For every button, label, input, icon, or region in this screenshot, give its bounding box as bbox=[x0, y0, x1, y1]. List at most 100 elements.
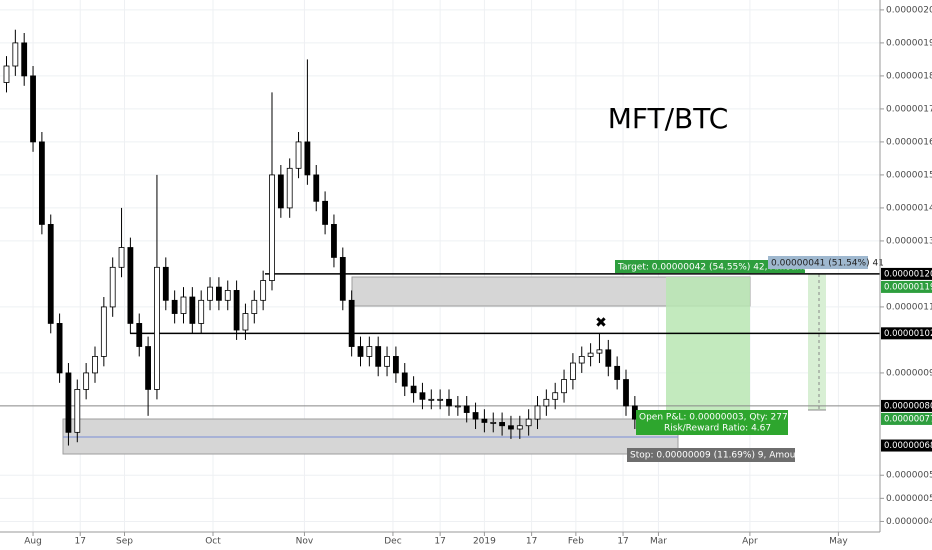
candle-body bbox=[251, 299, 258, 314]
drawings bbox=[62, 274, 826, 455]
candle-body bbox=[605, 349, 612, 367]
price-label-box bbox=[881, 267, 932, 280]
price-label: 0.00000120 bbox=[884, 269, 932, 279]
x-tick-label: 2019 bbox=[473, 537, 496, 547]
candle-body bbox=[384, 356, 390, 367]
candle-body bbox=[508, 425, 514, 430]
x-tick-label: 17 bbox=[75, 537, 86, 547]
pnl-box bbox=[636, 410, 788, 435]
candle-body bbox=[366, 346, 373, 357]
candle-body bbox=[437, 398, 444, 401]
candle-body bbox=[21, 42, 28, 77]
candle-body bbox=[189, 296, 196, 324]
candle-body bbox=[392, 356, 399, 374]
candle-body bbox=[578, 356, 585, 364]
candle-body bbox=[47, 224, 54, 324]
candle-body bbox=[614, 365, 621, 380]
candle-body bbox=[490, 422, 497, 424]
candle-body bbox=[198, 299, 205, 324]
candle-body bbox=[127, 247, 134, 324]
chart-title: MFT/BTC bbox=[608, 102, 729, 135]
price-label-box bbox=[881, 280, 932, 293]
y-tick-label: 0.00000052 bbox=[886, 494, 932, 504]
y-tick-label: 0.00000045 bbox=[886, 517, 932, 527]
candle-body bbox=[304, 141, 311, 176]
candle-body bbox=[100, 306, 107, 357]
candle-body bbox=[38, 141, 45, 225]
x-tick-label: 17 bbox=[617, 537, 628, 547]
candle-body bbox=[207, 286, 213, 301]
candle-body bbox=[154, 266, 160, 390]
candle-body bbox=[322, 200, 328, 225]
candle-body bbox=[162, 266, 169, 301]
candle-body bbox=[623, 379, 629, 407]
x-tick-label: Sep bbox=[116, 537, 133, 547]
candle-body bbox=[446, 398, 452, 407]
candle-body bbox=[525, 418, 532, 427]
candle-body bbox=[472, 412, 479, 420]
price-label-box bbox=[881, 399, 932, 412]
candle-body bbox=[242, 313, 249, 331]
candle-body bbox=[419, 392, 426, 400]
candle-body bbox=[171, 299, 178, 314]
x-tick-label: Mar bbox=[650, 537, 667, 547]
candle-body bbox=[118, 247, 125, 268]
profit-zone bbox=[666, 277, 750, 420]
price-label: 0.00000102 bbox=[884, 329, 932, 339]
x-tick-label: Feb bbox=[568, 537, 584, 547]
candle-body bbox=[109, 266, 116, 308]
price-label: 0.00000077 bbox=[884, 414, 932, 424]
y-tick-label: 0.00000059 bbox=[886, 471, 932, 481]
candle-body bbox=[30, 75, 36, 143]
price-label-box bbox=[881, 439, 932, 452]
candle-body bbox=[516, 425, 523, 430]
price-label-box bbox=[881, 327, 932, 340]
candle-body bbox=[596, 349, 603, 354]
candle-body bbox=[136, 323, 143, 347]
x-tick-label: 17 bbox=[526, 537, 537, 547]
candle-body bbox=[552, 392, 559, 400]
candle-body bbox=[145, 346, 151, 390]
candle-body bbox=[3, 65, 10, 83]
candle-body bbox=[481, 418, 488, 423]
candle-body bbox=[463, 405, 470, 413]
candle-body bbox=[534, 405, 541, 420]
candle-body bbox=[543, 398, 550, 407]
candle-body bbox=[499, 422, 505, 427]
candle-body bbox=[286, 167, 293, 209]
stop-box bbox=[627, 448, 795, 462]
candle-body bbox=[12, 42, 19, 67]
candle-body bbox=[83, 372, 90, 390]
rr-label: Risk/Reward Ratio: 4.67 bbox=[664, 424, 771, 434]
candle-body bbox=[233, 290, 240, 331]
x-tick-label: Aug bbox=[24, 537, 42, 547]
candle-body bbox=[331, 224, 337, 258]
candle-body bbox=[224, 290, 231, 301]
candle-body bbox=[569, 362, 576, 380]
stop-label: Stop: 0.00000009 (11.69%) 9, Amount: 750 bbox=[630, 451, 828, 461]
candle-body bbox=[180, 296, 187, 314]
candle-body bbox=[74, 389, 81, 433]
candle-body bbox=[56, 323, 63, 374]
pnl-label: Open P&L: 0.00000003, Qty: 27777777777 bbox=[639, 413, 834, 423]
price-label: 0.00000080 bbox=[884, 401, 932, 411]
candle-body bbox=[313, 174, 320, 202]
x-tick-label: Apr bbox=[742, 537, 758, 547]
candle-body bbox=[65, 372, 72, 433]
candle-body bbox=[260, 280, 267, 301]
x-marker: ✖ bbox=[595, 315, 607, 331]
target-box bbox=[615, 260, 805, 273]
candle-body bbox=[269, 174, 275, 281]
